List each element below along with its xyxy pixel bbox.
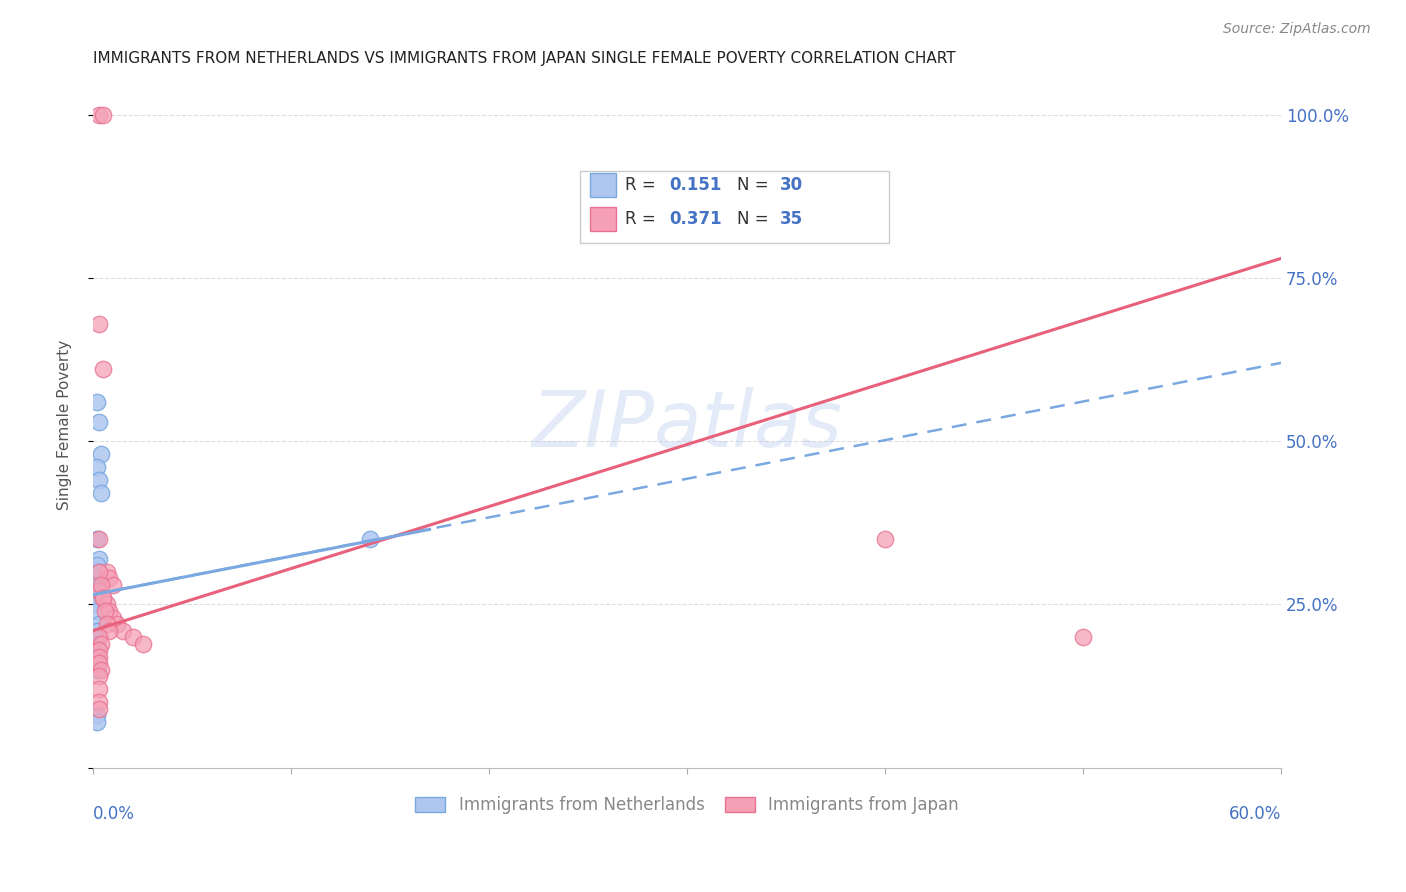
- Text: 0.0%: 0.0%: [93, 805, 135, 823]
- Point: [86, 460, 108, 475]
- FancyBboxPatch shape: [581, 171, 889, 244]
- Point: [86, 630, 108, 644]
- FancyBboxPatch shape: [589, 173, 616, 197]
- Point: [87, 474, 110, 488]
- Text: 60.0%: 60.0%: [1229, 805, 1281, 823]
- Point: [86, 395, 108, 409]
- Point: [91, 108, 114, 122]
- Text: N =: N =: [737, 211, 773, 228]
- Point: [91, 591, 114, 605]
- Point: [86, 604, 108, 618]
- Point: [86, 649, 108, 664]
- Point: [1071, 630, 1094, 644]
- Point: [87, 565, 110, 579]
- Point: [96, 598, 118, 612]
- Text: 30: 30: [780, 176, 803, 194]
- Point: [94, 604, 117, 618]
- Point: [87, 532, 110, 546]
- Point: [87, 108, 110, 122]
- Point: [97, 571, 120, 585]
- Point: [87, 669, 110, 683]
- Point: [86, 637, 108, 651]
- Point: [87, 415, 110, 429]
- Text: IMMIGRANTS FROM NETHERLANDS VS IMMIGRANTS FROM JAPAN SINGLE FEMALE POVERTY CORRE: IMMIGRANTS FROM NETHERLANDS VS IMMIGRANT…: [93, 51, 956, 66]
- Point: [111, 624, 134, 638]
- Point: [87, 695, 110, 709]
- Text: ZIPatlas: ZIPatlas: [531, 387, 842, 463]
- Legend: Immigrants from Netherlands, Immigrants from Japan: Immigrants from Netherlands, Immigrants …: [409, 789, 966, 821]
- Point: [90, 447, 112, 461]
- Point: [101, 610, 124, 624]
- Point: [105, 617, 128, 632]
- Point: [86, 591, 108, 605]
- Text: R =: R =: [626, 211, 661, 228]
- Text: R =: R =: [626, 176, 661, 194]
- Point: [873, 532, 896, 546]
- Text: 35: 35: [780, 211, 803, 228]
- Point: [87, 657, 110, 671]
- Point: [87, 584, 110, 599]
- Text: N =: N =: [737, 176, 773, 194]
- Point: [87, 551, 110, 566]
- Point: [121, 630, 143, 644]
- Text: Source: ZipAtlas.com: Source: ZipAtlas.com: [1223, 22, 1371, 37]
- Point: [86, 584, 108, 599]
- Point: [91, 362, 114, 376]
- Point: [96, 565, 118, 579]
- Point: [86, 643, 108, 657]
- Point: [87, 565, 110, 579]
- Point: [86, 624, 108, 638]
- Point: [86, 714, 108, 729]
- Point: [91, 591, 114, 605]
- Point: [87, 702, 110, 716]
- Point: [86, 708, 108, 723]
- Point: [96, 617, 118, 632]
- Point: [86, 571, 108, 585]
- Point: [359, 532, 381, 546]
- Point: [87, 682, 110, 697]
- Point: [86, 558, 108, 573]
- Point: [87, 617, 110, 632]
- Point: [90, 663, 112, 677]
- Point: [87, 649, 110, 664]
- Point: [101, 578, 124, 592]
- Point: [86, 578, 108, 592]
- Point: [87, 643, 110, 657]
- Point: [131, 637, 153, 651]
- Point: [86, 598, 108, 612]
- Point: [90, 486, 112, 500]
- Point: [90, 578, 112, 592]
- Text: 0.371: 0.371: [669, 211, 721, 228]
- Text: 0.151: 0.151: [669, 176, 721, 194]
- Point: [86, 591, 108, 605]
- Point: [87, 317, 110, 331]
- Point: [87, 584, 110, 599]
- Point: [97, 624, 120, 638]
- Point: [87, 630, 110, 644]
- Point: [86, 532, 108, 546]
- Point: [86, 657, 108, 671]
- Point: [86, 663, 108, 677]
- Point: [86, 578, 108, 592]
- Point: [90, 637, 112, 651]
- Point: [97, 604, 120, 618]
- Y-axis label: Single Female Poverty: Single Female Poverty: [58, 340, 72, 510]
- FancyBboxPatch shape: [589, 207, 616, 231]
